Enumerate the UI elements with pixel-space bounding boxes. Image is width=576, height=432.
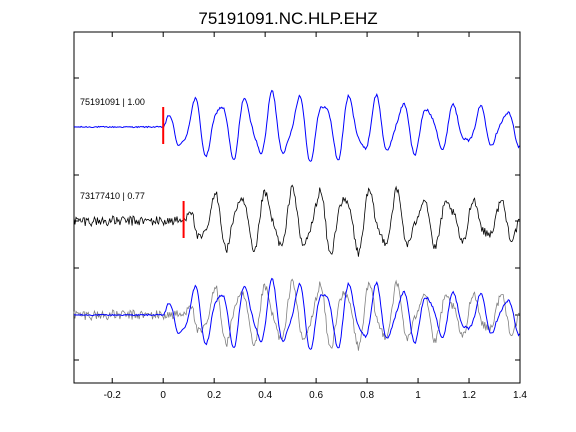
x-tick-label: 0.2	[207, 390, 221, 401]
trace-label: 73177410 | 0.77	[80, 191, 145, 201]
x-tick-label: 0.6	[309, 390, 323, 401]
reference-trace	[73, 89, 520, 162]
chart-title: 75191091.NC.HLP.EHZ	[198, 9, 377, 28]
plot-frame	[73, 31, 521, 384]
trace-labels: 75191091 | 1.00 73177410 | 0.77	[80, 97, 145, 201]
x-tick-label: -0.2	[104, 390, 122, 401]
x-tick-label: 1	[415, 390, 421, 401]
overlay-candidate-trace	[73, 278, 520, 351]
x-tick-label: 0.4	[258, 390, 272, 401]
trace-label: 75191091 | 1.00	[80, 97, 145, 107]
traces	[73, 89, 520, 351]
overlay-reference-trace	[73, 277, 520, 350]
x-tick-label: 1.2	[462, 390, 476, 401]
pick-markers	[162, 107, 185, 238]
x-tick-label: 0.8	[360, 390, 374, 401]
x-tick-label: 1.4	[513, 390, 527, 401]
x-tick-label: 0	[160, 390, 166, 401]
candidate-trace	[73, 184, 520, 257]
axis-ticks	[74, 32, 521, 383]
x-tick-labels: -0.2 0 0.2 0.4 0.6 0.8 1 1.2 1.4	[104, 390, 528, 401]
